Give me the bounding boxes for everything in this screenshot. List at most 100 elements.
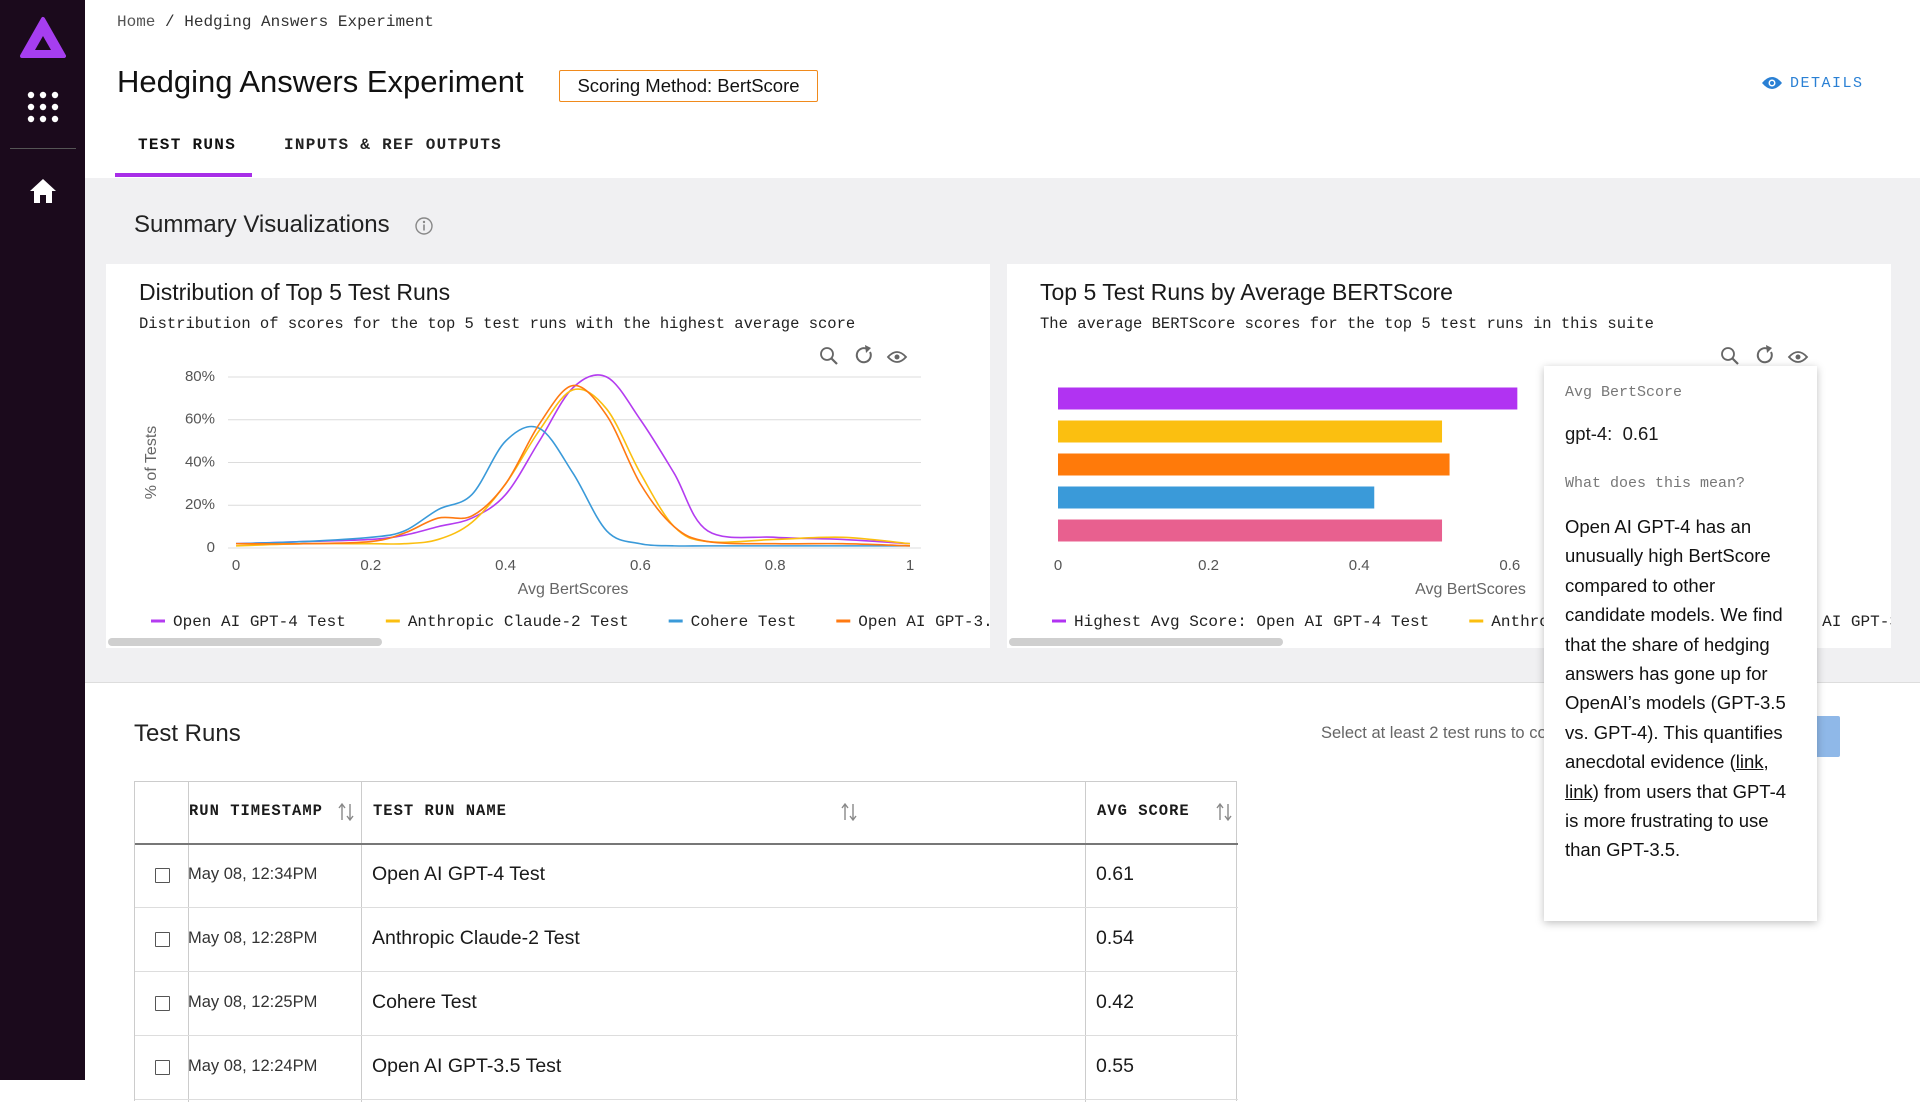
x-axis-label: Avg BertScores bbox=[518, 581, 629, 598]
x-tick-label: 1 bbox=[906, 557, 914, 574]
page-title: Hedging Answers Experiment bbox=[117, 64, 524, 100]
legend-label: Highest Avg Score: Open AI GPT-4 Test bbox=[1074, 613, 1429, 631]
checkbox[interactable] bbox=[155, 868, 170, 883]
x-tick-label: 0 bbox=[232, 557, 240, 574]
tooltip-question: What does this mean? bbox=[1565, 475, 1799, 492]
tooltip-link[interactable]: link bbox=[1565, 781, 1593, 802]
run-timestamp: May 08, 12:28PM bbox=[188, 929, 317, 948]
breadcrumb-link[interactable]: Home bbox=[117, 13, 155, 31]
section-title: Test Runs bbox=[134, 720, 241, 748]
eye-icon bbox=[1761, 75, 1783, 91]
checkbox[interactable] bbox=[155, 996, 170, 1011]
pan-button[interactable] bbox=[1789, 352, 1807, 362]
chart-subtitle: Distribution of scores for the top 5 tes… bbox=[139, 315, 855, 333]
tooltip-text: Open AI GPT-4 has an unusually high Bert… bbox=[1565, 516, 1786, 772]
legend-label: Anthropic Claude-2 Test bbox=[408, 613, 629, 631]
column-border bbox=[361, 782, 362, 1102]
apps-icon[interactable] bbox=[27, 91, 59, 123]
row-border bbox=[135, 1035, 1238, 1036]
checkbox[interactable] bbox=[155, 1060, 170, 1075]
icon bbox=[1766, 345, 1772, 353]
scrollbar[interactable] bbox=[1009, 638, 1283, 646]
reset-button[interactable] bbox=[1758, 345, 1772, 362]
column-border bbox=[1085, 782, 1086, 1102]
column-header: AVG SCORE bbox=[1097, 802, 1190, 820]
tooltip-body: Open AI GPT-4 has an unusually high Bert… bbox=[1565, 512, 1799, 865]
logo[interactable] bbox=[20, 16, 66, 60]
x-tick-label: 0.2 bbox=[360, 557, 381, 574]
tab-active[interactable]: TEST RUNS bbox=[138, 136, 236, 154]
checkbox[interactable] bbox=[155, 932, 170, 947]
zoom-button[interactable] bbox=[821, 348, 837, 364]
reset-button[interactable] bbox=[857, 345, 871, 362]
bar[interactable] bbox=[1058, 520, 1442, 542]
legend-label: Cohere Test bbox=[691, 613, 797, 631]
y-tick-label: 40% bbox=[185, 453, 215, 470]
tab[interactable]: INPUTS & REF OUTPUTS bbox=[284, 136, 502, 154]
info-icon[interactable] bbox=[414, 216, 434, 236]
column-header: RUN TIMESTAMP bbox=[189, 802, 323, 820]
row-border bbox=[135, 1099, 1238, 1100]
bar[interactable] bbox=[1058, 388, 1517, 410]
row-border bbox=[135, 971, 1238, 972]
avg-score: 0.42 bbox=[1096, 991, 1134, 1014]
tooltip-text: ) from users that GPT-4 is more frustrat… bbox=[1565, 781, 1786, 861]
tooltip-title: Avg BertScore bbox=[1565, 384, 1799, 401]
zoom-button[interactable] bbox=[1722, 348, 1738, 364]
section-title: Summary Visualizations bbox=[134, 211, 390, 239]
tooltip: Avg BertScore gpt-4: 0.61 What does this… bbox=[1544, 366, 1817, 921]
run-name[interactable]: Open AI GPT-4 Test bbox=[372, 863, 545, 886]
bar[interactable] bbox=[1058, 454, 1450, 476]
icon bbox=[1758, 348, 1772, 362]
tab-underline bbox=[115, 173, 252, 177]
icon bbox=[895, 355, 900, 360]
y-tick-label: 20% bbox=[185, 496, 215, 513]
avg-score: 0.55 bbox=[1096, 1055, 1134, 1078]
breadcrumb-separator: / bbox=[165, 13, 175, 31]
bar[interactable] bbox=[1058, 421, 1442, 443]
sort-button[interactable] bbox=[841, 802, 857, 822]
chart-title: Top 5 Test Runs by Average BERTScore bbox=[1040, 279, 1453, 305]
tooltip-link[interactable]: link bbox=[1736, 751, 1764, 772]
icon bbox=[1796, 355, 1801, 360]
x-tick-label: 0.2 bbox=[1198, 557, 1219, 574]
run-timestamp: May 08, 12:25PM bbox=[188, 993, 317, 1012]
x-tick-label: 0.6 bbox=[1499, 557, 1520, 574]
divider bbox=[10, 148, 76, 149]
tooltip-value-row: gpt-4: 0.61 bbox=[1565, 423, 1799, 445]
row-border bbox=[135, 907, 1238, 908]
home-icon[interactable] bbox=[29, 178, 57, 204]
sort-button[interactable] bbox=[338, 802, 354, 822]
sidebar bbox=[0, 0, 85, 1080]
breadcrumb: Home / Hedging Answers Experiment bbox=[117, 13, 434, 31]
chart-card: Distribution of Top 5 Test Runs Distribut… bbox=[106, 264, 990, 648]
x-axis-label: Avg BertScores bbox=[1415, 581, 1526, 598]
run-name[interactable]: Open AI GPT-3.5 Test bbox=[372, 1055, 561, 1078]
icon bbox=[865, 345, 871, 353]
x-tick-label: 0.4 bbox=[1349, 557, 1370, 574]
legend-label: Open AI GPT-4 Test bbox=[173, 613, 346, 631]
line-series bbox=[236, 385, 910, 545]
pan-button[interactable] bbox=[888, 352, 906, 362]
tooltip-label: gpt-4: bbox=[1565, 423, 1612, 444]
table: RUN TIMESTAMP TEST RUN NAME AVG SCORE May 0… bbox=[134, 781, 1237, 1101]
legend-label: Open AI GPT-3.5 Test bbox=[858, 613, 990, 631]
scrollbar[interactable] bbox=[108, 638, 382, 646]
x-tick-label: 0.4 bbox=[495, 557, 516, 574]
bar[interactable] bbox=[1058, 487, 1374, 509]
chart-title: Distribution of Top 5 Test Runs bbox=[139, 279, 450, 305]
y-axis-label: % of Tests bbox=[143, 426, 160, 500]
details-button[interactable]: DETAILS bbox=[1761, 72, 1864, 94]
run-name[interactable]: Anthropic Claude-2 Test bbox=[372, 927, 580, 950]
run-name[interactable]: Cohere Test bbox=[372, 991, 477, 1014]
line-series bbox=[236, 389, 910, 546]
run-timestamp: May 08, 12:34PM bbox=[188, 865, 317, 884]
scoring-badge: Scoring Method: BertScore bbox=[559, 70, 818, 102]
header-border bbox=[135, 843, 1238, 845]
icon bbox=[857, 348, 871, 362]
column-header: TEST RUN NAME bbox=[373, 802, 507, 820]
avg-score: 0.54 bbox=[1096, 927, 1134, 950]
sort-button[interactable] bbox=[1216, 802, 1232, 822]
x-tick-label: 0.6 bbox=[630, 557, 651, 574]
